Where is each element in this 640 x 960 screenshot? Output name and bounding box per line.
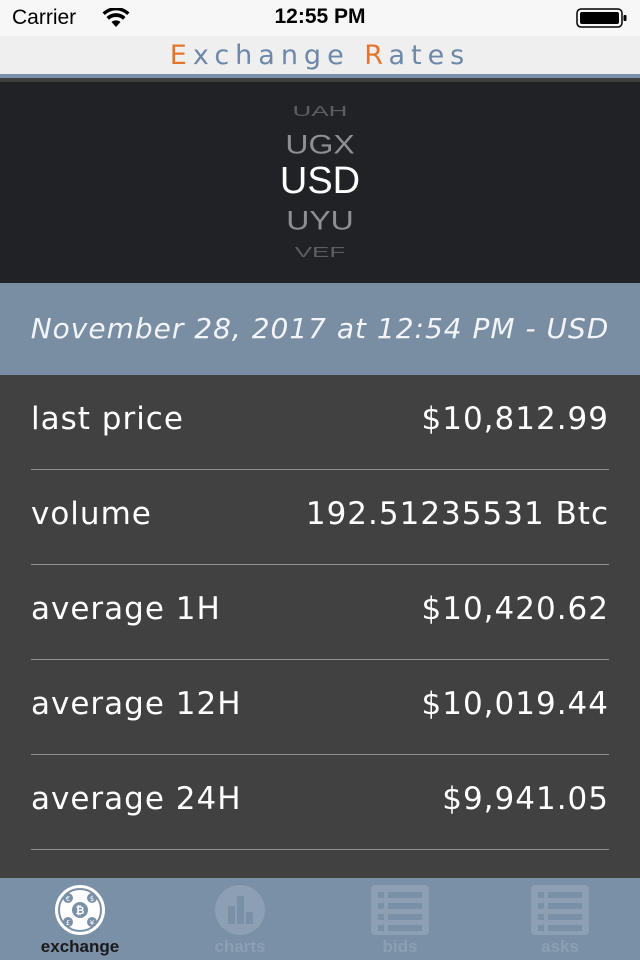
tab-bar: ₿ € $ £ ¥ exchange charts bids	[0, 878, 640, 960]
rate-label: volume	[31, 496, 152, 532]
svg-text:$: $	[90, 895, 94, 903]
battery-icon	[576, 8, 627, 28]
rate-label: average 1H	[31, 591, 221, 627]
date-text: November 28, 2017 at 12:54 PM - USD	[30, 312, 610, 345]
rate-row-volume: volume 192.51235531 Btc	[31, 470, 609, 565]
svg-text:€: €	[66, 895, 70, 903]
tab-asks[interactable]: asks	[480, 878, 640, 960]
tab-bids[interactable]: bids	[320, 878, 480, 960]
rate-label: average 12H	[31, 686, 242, 722]
picker-selected-option[interactable]: USD	[279, 160, 361, 202]
wifi-icon	[102, 8, 130, 27]
tab-charts[interactable]: charts	[160, 878, 320, 960]
tab-label: bids	[382, 937, 418, 956]
picker-option[interactable]: UAH	[292, 102, 348, 120]
picker-option[interactable]: UYU	[286, 204, 354, 236]
page-title: Exchange Rates	[169, 40, 471, 71]
picker-option[interactable]: UGX	[285, 128, 355, 160]
list-icon	[531, 885, 589, 935]
exchange-icon: ₿ € $ £ ¥	[55, 885, 105, 935]
tab-label: charts	[214, 937, 266, 956]
svg-text:£: £	[66, 919, 70, 927]
list-icon	[371, 885, 429, 935]
rate-label: average 24H	[31, 781, 242, 817]
chart-icon	[215, 885, 265, 935]
status-bar: Carrier 12:55 PM	[0, 0, 640, 36]
rate-value: $10,420.62	[421, 591, 609, 627]
status-time: 12:55 PM	[274, 5, 366, 28]
tab-label: exchange	[40, 937, 120, 956]
rate-value: $9,941.05	[442, 781, 609, 817]
svg-text:₿: ₿	[76, 904, 85, 917]
tab-label: asks	[541, 937, 579, 956]
rate-value: $10,019.44	[421, 686, 609, 722]
svg-text:¥: ¥	[90, 919, 95, 927]
rates-list: last price $10,812.99 volume 192.5123553…	[0, 375, 640, 878]
currency-picker[interactable]: UAH UGX USD UYU VEF	[0, 82, 640, 283]
rate-row-average-1h: average 1H $10,420.62	[31, 565, 609, 660]
rate-label: last price	[31, 401, 184, 437]
rate-row-last-price: last price $10,812.99	[31, 375, 609, 470]
picker-option[interactable]: VEF	[294, 243, 346, 261]
date-banner: November 28, 2017 at 12:54 PM - USD	[0, 283, 640, 375]
tab-exchange[interactable]: ₿ € $ £ ¥ exchange	[0, 878, 160, 960]
rate-value: 192.51235531 Btc	[305, 496, 609, 532]
title-bar: Exchange Rates	[0, 36, 640, 78]
rate-row-average-12h: average 12H $10,019.44	[31, 660, 609, 755]
carrier-label: Carrier	[12, 6, 77, 29]
rate-row-average-24h: average 24H $9,941.05	[31, 755, 609, 850]
rate-value: $10,812.99	[421, 401, 609, 437]
